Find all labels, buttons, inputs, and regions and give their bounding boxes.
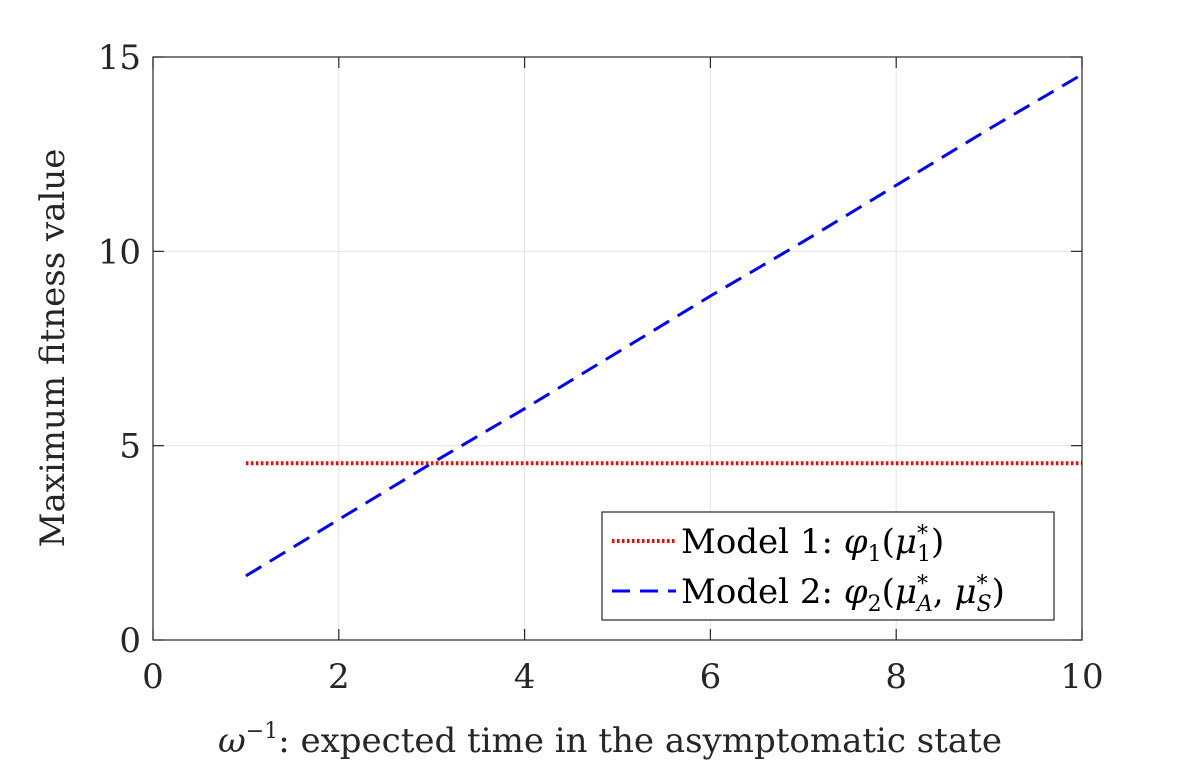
series-line-model-2: [245, 73, 1083, 578]
axes-box: [152, 56, 1083, 641]
legend-label-model-2: Model 2: φ2(μ* A, μ* S): [681, 572, 1005, 617]
x-tick-label-5: 10: [1060, 657, 1103, 697]
y-tick-label-0: 0: [119, 621, 141, 661]
x-tick-label-3: 6: [700, 657, 722, 697]
x-tick-label-4: 8: [885, 657, 907, 697]
plot-series: [245, 73, 1083, 578]
legend: Model 1: φ1(μ* 1) Model 2: φ2(μ* A, μ* S): [601, 511, 1055, 621]
legend-label-model-1: Model 1: φ1(μ* 1): [681, 522, 944, 567]
y-tick-label-2: 10: [98, 232, 141, 272]
tick-labels: 0 2 4 6 8 10 0 5 10 15: [98, 38, 1104, 697]
y-axis-label: Maximum fitness value: [33, 149, 73, 548]
y-tick-label-3: 15: [98, 38, 141, 78]
x-tick-label-0: 0: [142, 657, 164, 697]
x-tick-label-2: 4: [514, 657, 536, 697]
axes: [152, 56, 1083, 641]
x-axis-label: ω−1: expected time in the asymptomatic s…: [218, 719, 1002, 761]
y-tick-label-1: 5: [119, 427, 141, 467]
x-tick-label-1: 2: [328, 657, 350, 697]
legend-box: [601, 511, 1055, 621]
